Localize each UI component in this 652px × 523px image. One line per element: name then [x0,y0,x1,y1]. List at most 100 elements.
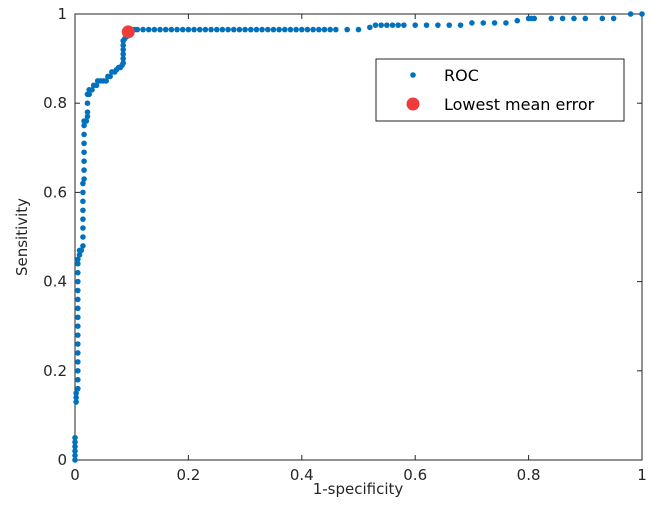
roc-point [145,26,152,33]
roc-series [72,11,645,463]
roc-point [627,11,634,17]
roc-point [270,26,277,33]
roc-point [582,15,589,22]
roc-point [230,26,237,33]
x-axis-label: 1-specificity [313,480,404,498]
roc-point [185,26,192,33]
x-tick-label: 0.6 [403,466,427,484]
x-tick-label: 1 [637,466,647,484]
roc-point [75,359,81,365]
roc-point [327,26,333,33]
roc-point [610,15,617,22]
roc-point [247,26,254,33]
roc-point [259,26,265,33]
roc-point [157,26,163,33]
y-tick-label: 0 [57,451,67,469]
roc-point [333,26,339,33]
roc-point [316,26,322,33]
roc-point [75,341,81,347]
roc-point [253,26,260,33]
roc-point [75,385,81,392]
roc-point [72,439,78,445]
roc-point [80,225,86,231]
roc-point [120,42,126,49]
roc-point [120,51,126,57]
roc-point [84,100,91,106]
roc-point [83,118,90,124]
y-tick-label: 1 [57,5,67,23]
roc-point [310,26,316,33]
roc-point [571,15,577,22]
roc-point [435,22,441,28]
roc-point [219,26,226,33]
roc-point [72,448,78,454]
legend-roc-marker [410,72,416,78]
y-tick-label: 0.2 [43,362,67,380]
roc-point [514,17,521,24]
roc-point [491,20,498,26]
roc-point [75,323,81,330]
roc-point [321,26,328,33]
roc-point [80,207,86,214]
roc-point [423,22,430,28]
roc-point [208,26,214,33]
roc-point [559,15,566,22]
roc-point [293,26,299,33]
y-tick-label: 0.4 [43,273,67,291]
x-tick-label: 0.4 [290,466,314,484]
roc-point [75,350,81,356]
roc-point [78,247,85,254]
roc-point [299,26,305,33]
roc-point [75,269,81,276]
roc-point [89,87,95,93]
roc-point [75,314,81,321]
roc-point [242,26,248,33]
roc-point [412,22,419,28]
x-tick-label: 0 [70,466,80,484]
roc-point [80,180,86,187]
roc-point [81,122,87,129]
roc-point [457,22,464,28]
roc-point [80,234,86,240]
roc-point [196,26,203,33]
roc-point [120,55,126,62]
roc-point [401,22,407,28]
roc-point [81,131,87,138]
y-tick-label: 0.6 [43,183,67,201]
legend-box [375,58,625,122]
roc-point [162,26,169,33]
roc-point [264,26,271,33]
roc-point [134,26,141,33]
roc-point [81,149,87,156]
roc-point [469,20,475,26]
roc-point [503,20,509,26]
roc-point [367,24,373,31]
roc-point [75,376,81,383]
roc-point [531,15,538,22]
roc-point [80,198,86,205]
roc-point [372,22,379,28]
roc-point [174,26,180,33]
roc-point [384,22,390,28]
roc-point [355,26,362,33]
roc-point [75,256,81,263]
legend: ROC Lowest mean error [375,58,625,122]
legend-roc-label: ROC [444,66,479,85]
roc-point [304,26,311,33]
legend-best-label: Lowest mean error [444,95,595,114]
roc-point [103,78,109,84]
roc-point [480,20,487,26]
roc-point [73,394,79,401]
roc-point [72,457,78,463]
roc-point [287,26,294,33]
roc-point [81,140,87,147]
roc-point [86,91,92,98]
legend-best-marker [406,97,420,111]
roc-point [72,452,78,459]
roc-point [80,243,86,249]
roc-point [72,443,78,450]
roc-point [191,26,197,33]
roc-point [107,73,113,80]
roc-point [639,11,645,17]
